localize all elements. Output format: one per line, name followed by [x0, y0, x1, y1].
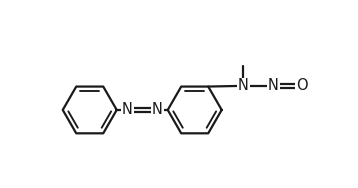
- Text: N: N: [122, 102, 133, 118]
- Text: N: N: [268, 78, 279, 93]
- Text: N: N: [152, 102, 163, 118]
- Text: O: O: [296, 78, 308, 93]
- Text: N: N: [238, 78, 249, 93]
